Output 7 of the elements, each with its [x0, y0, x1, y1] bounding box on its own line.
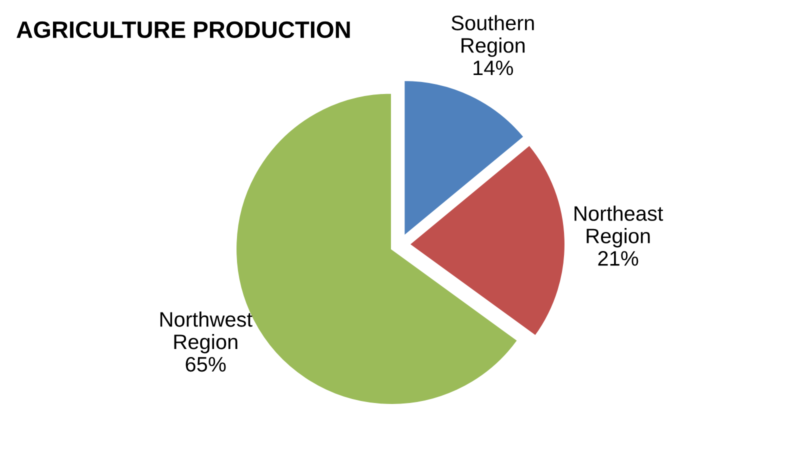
- data-label: 14%: [474, 60, 513, 76]
- data-label: 21%: [598, 251, 638, 266]
- slice-label: Northwest Region: [160, 312, 252, 354]
- chart-title: AGRICULTURE PRODUCTION: [16, 21, 350, 38]
- slice-label: Southern Region: [452, 15, 534, 57]
- data-label: 65%: [186, 356, 226, 372]
- slice-label: Northeast Region: [574, 206, 664, 248]
